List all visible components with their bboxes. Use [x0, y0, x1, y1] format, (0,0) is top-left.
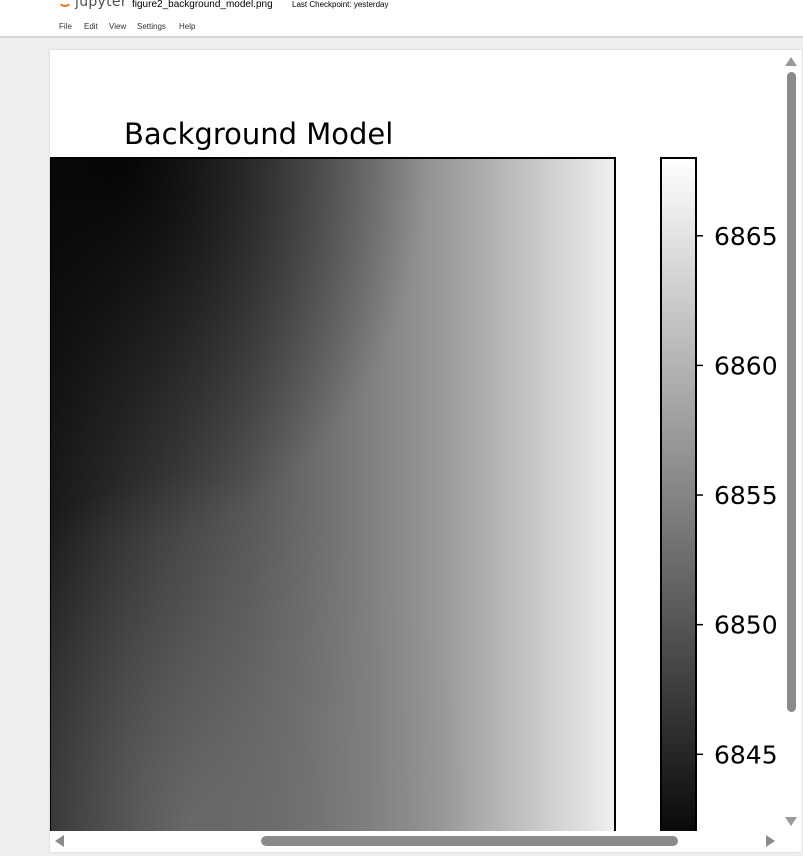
document-title[interactable]: figure2_background_model.png	[132, 0, 273, 10]
jupyter-logo-text[interactable]: jupyter	[75, 0, 127, 10]
scroll-right-icon[interactable]	[766, 835, 775, 847]
heatmap-frame	[50, 157, 616, 852]
menu-edit[interactable]: Edit	[84, 22, 98, 31]
menu-bar: File Edit View Settings Help	[0, 17, 803, 38]
vertical-scroll-thumb[interactable]	[787, 72, 796, 712]
scroll-left-icon[interactable]	[55, 835, 64, 847]
colorbar-tick-label: 6865	[714, 222, 778, 251]
checkpoint-status: Last Checkpoint: yesterday	[292, 0, 389, 9]
top-bar: jupyter figure2_background_model.png Las…	[0, 0, 803, 17]
menu-help[interactable]: Help	[179, 22, 196, 31]
colorbar-tick-label: 6850	[714, 611, 778, 640]
heatmap-image	[50, 157, 616, 852]
colorbar: 6845 6850 6855 6860 6865	[660, 157, 778, 852]
colorbar-tick-label: 6855	[714, 481, 778, 510]
colorbar-tick-label: 6860	[714, 351, 778, 380]
scroll-corner	[781, 831, 801, 852]
scroll-down-icon[interactable]	[785, 817, 797, 826]
colorbar-gradient	[660, 157, 697, 852]
colorbar-ticks: 6845 6850 6855 6860 6865	[696, 222, 778, 769]
scroll-up-icon[interactable]	[785, 57, 797, 66]
menu-file[interactable]: File	[59, 22, 72, 31]
colorbar-tick-label: 6845	[714, 740, 778, 769]
figure-svg: Background Model 6845 6850 6855 6860 6865	[50, 117, 778, 852]
menu-settings[interactable]: Settings	[137, 22, 166, 31]
chart-title: Background Model	[124, 117, 393, 151]
image-viewer: Background Model 6845 6850 6855 6860 6865	[50, 50, 800, 852]
jupyter-logo-icon[interactable]	[58, 0, 72, 7]
menu-view[interactable]: View	[109, 22, 127, 31]
heatmap-shade-mid	[50, 158, 615, 852]
horizontal-scroll-thumb[interactable]	[261, 836, 678, 846]
horizontal-scrollbar[interactable]	[50, 831, 781, 852]
vertical-scrollbar[interactable]	[781, 50, 801, 831]
